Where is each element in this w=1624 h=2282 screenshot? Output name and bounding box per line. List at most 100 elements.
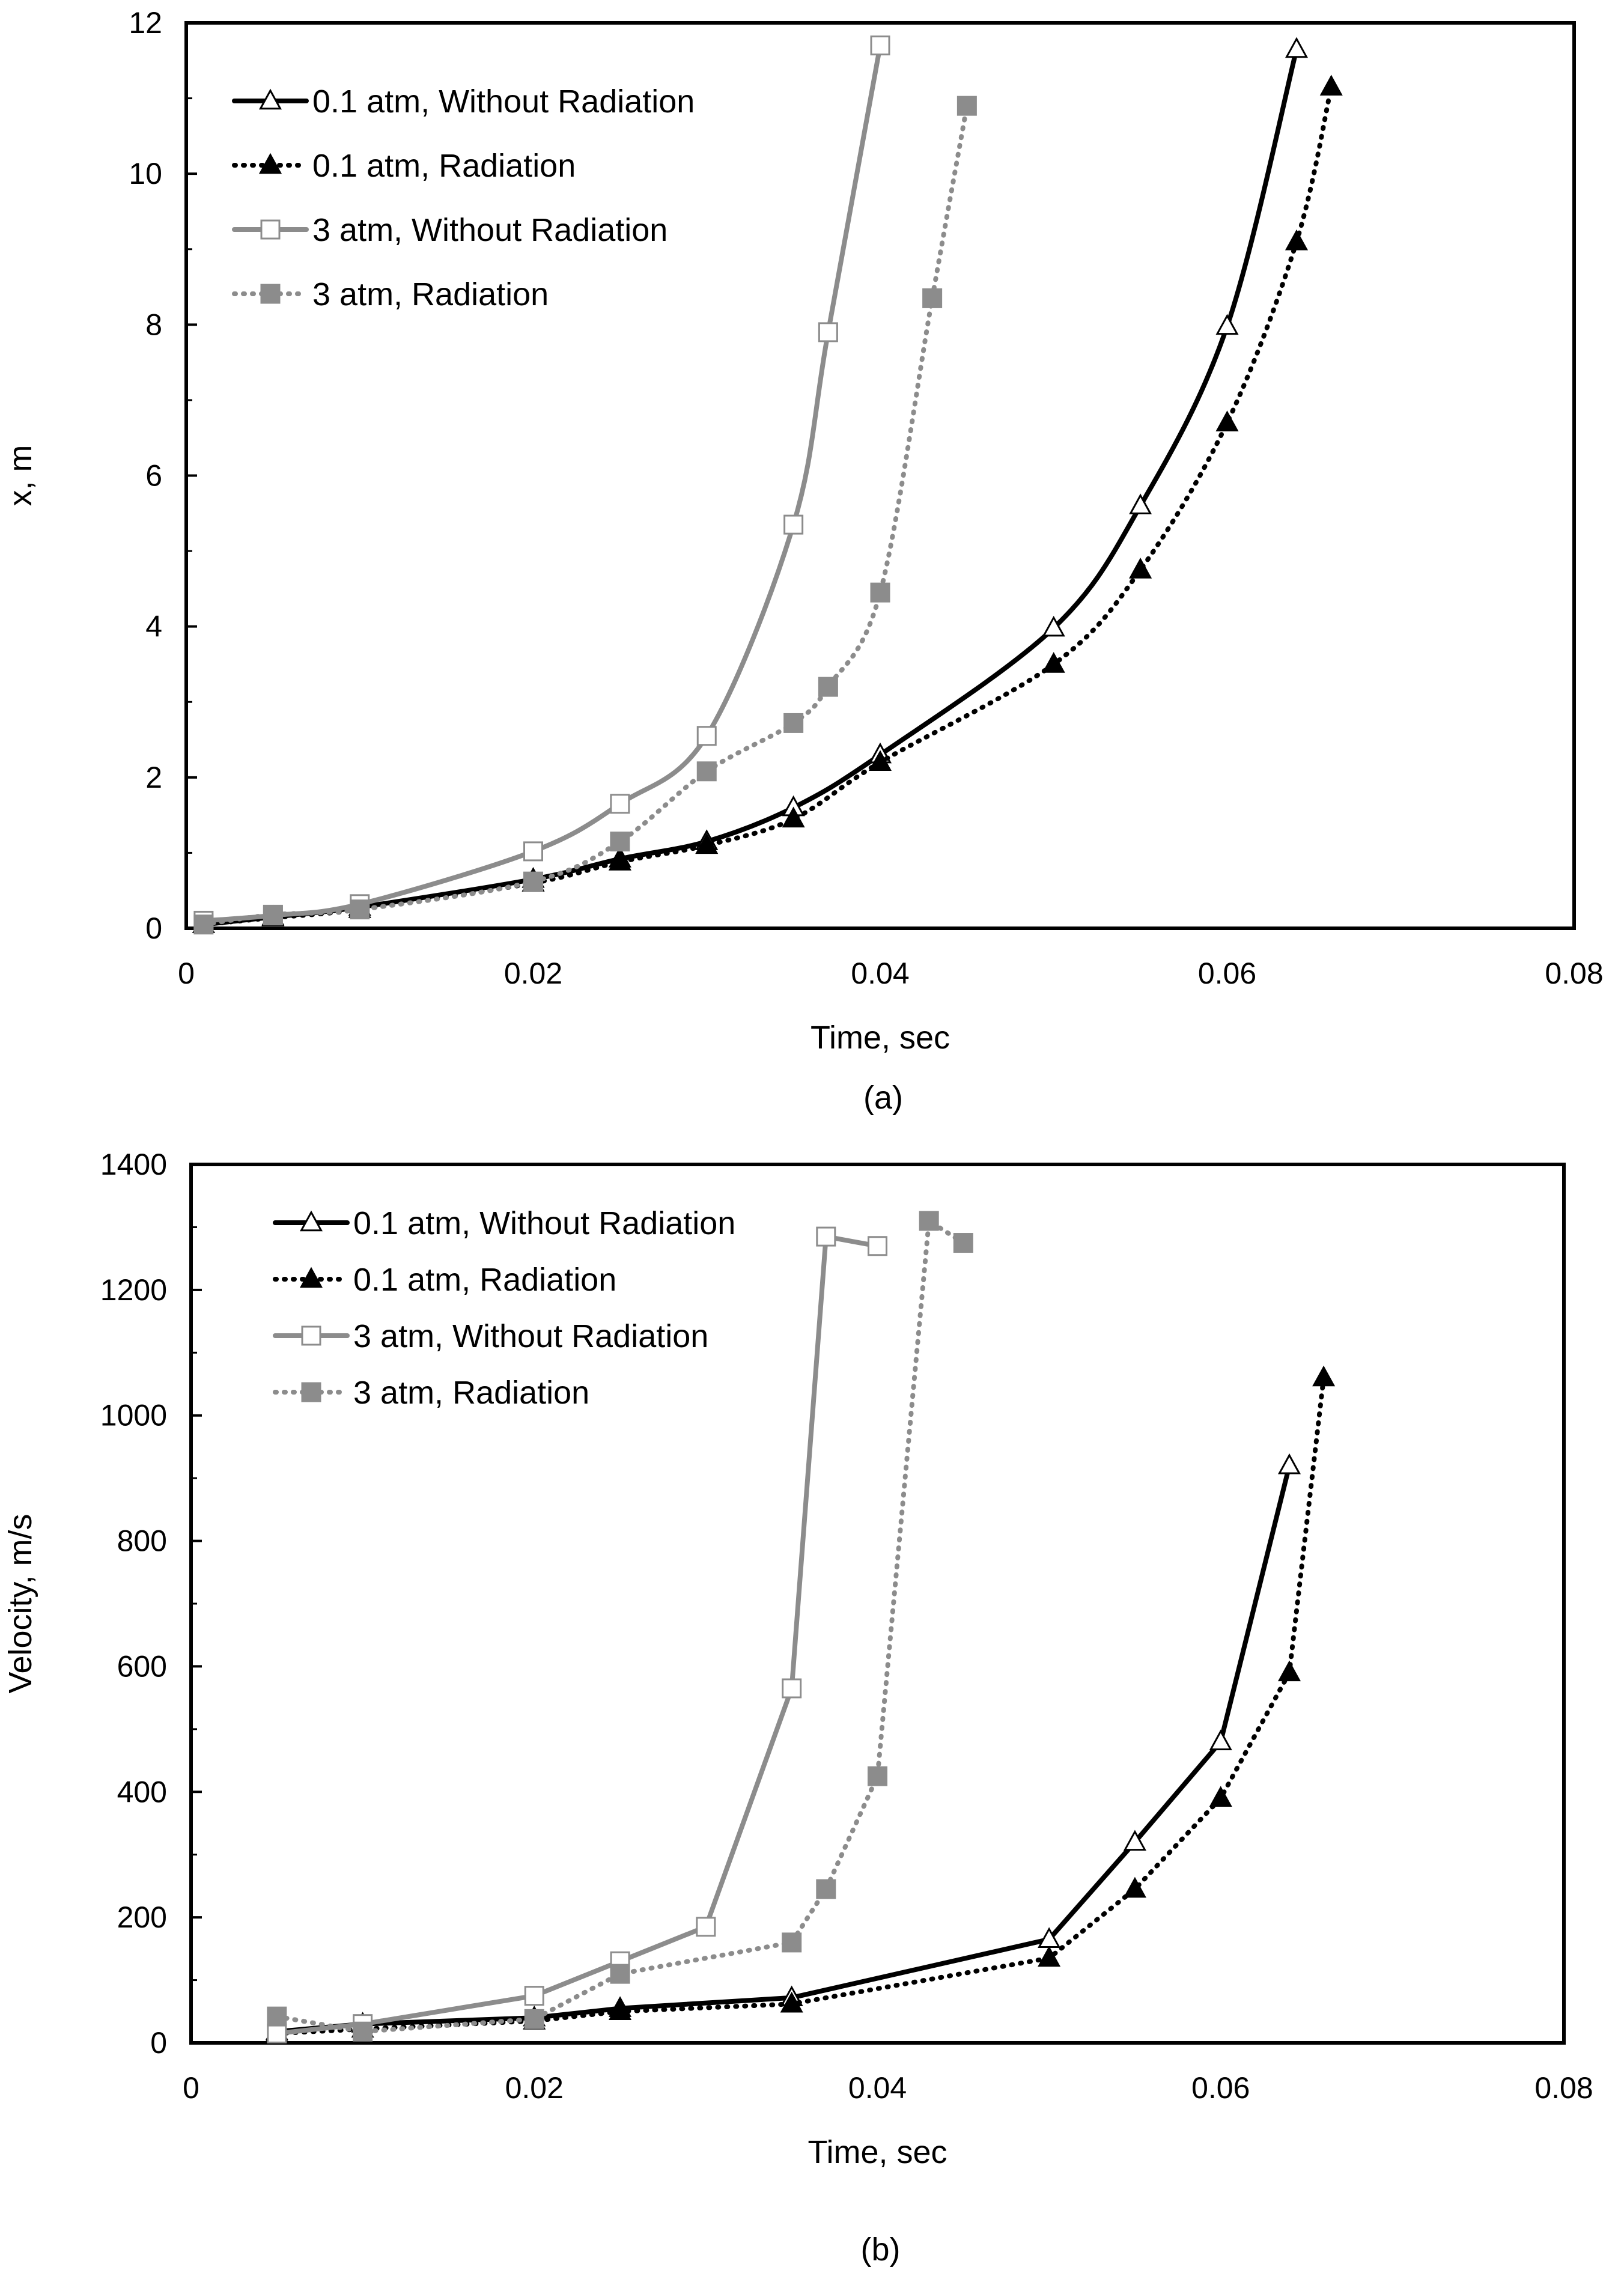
data-point	[953, 1233, 973, 1253]
data-point	[1129, 558, 1152, 579]
data-point	[610, 1964, 630, 1984]
data-point	[870, 582, 890, 603]
legend-marker	[260, 284, 281, 304]
series-line	[201, 84, 1334, 927]
legend-label: 3 atm, Without Radiation	[312, 212, 668, 248]
legend-label: 3 atm, Without Radiation	[353, 1318, 708, 1354]
data-point	[783, 713, 804, 733]
y-tick-label: 1200	[100, 1273, 167, 1307]
legend-marker	[258, 88, 282, 110]
legend-marker	[258, 153, 282, 174]
legend-label: 0.1 atm, Without Radiation	[312, 84, 695, 120]
data-point	[1285, 229, 1309, 251]
data-point	[524, 1986, 544, 2006]
data-point	[1123, 1830, 1146, 1851]
data-point	[696, 726, 717, 746]
data-point	[782, 806, 805, 828]
y-tick-label: 600	[117, 1649, 167, 1683]
x-tick-label: 0.02	[504, 957, 562, 990]
y-tick-label: 400	[117, 1775, 167, 1809]
x-tick-label: 0.06	[1191, 2071, 1250, 2105]
data-point	[1319, 75, 1343, 96]
figure-caption: (a)	[863, 1080, 903, 1116]
y-axis-title: x, m	[2, 445, 38, 507]
y-tick-label: 0	[145, 911, 162, 945]
data-point	[193, 914, 214, 935]
y-tick-label: 4	[145, 610, 162, 644]
x-tick-label: 0	[178, 957, 195, 990]
data-point	[267, 2006, 287, 2027]
data-point	[1215, 410, 1239, 431]
x-axis-title: Time, sec	[810, 1020, 950, 1056]
data-point	[868, 750, 892, 771]
data-point	[524, 2009, 544, 2029]
y-tick-label: 800	[117, 1524, 167, 1558]
data-point	[870, 35, 890, 56]
data-point	[1129, 493, 1152, 514]
data-point	[523, 871, 543, 892]
data-point	[696, 1917, 716, 1937]
chart-b: 0 200 400 600 800 1000 1200 1400 0 0.02 0.04 0.06 0.…	[2, 1148, 1593, 2268]
data-point	[782, 1678, 802, 1699]
y-tick-label: 1000	[100, 1399, 167, 1432]
y-axis-title: Velocity, m/s	[2, 1514, 38, 1693]
data-point	[353, 2021, 373, 2042]
data-point	[1215, 314, 1239, 335]
data-point	[868, 1766, 887, 1786]
legend-label: 0.1 atm, Radiation	[353, 1262, 616, 1298]
figure-caption: (b)	[861, 2232, 901, 2268]
y-tick-label: 1400	[100, 1148, 167, 1181]
legend-marker	[299, 1267, 323, 1288]
data-point	[956, 96, 977, 116]
data-point	[1277, 1453, 1301, 1474]
data-point	[782, 1932, 802, 1953]
y-tick-label: 10	[129, 157, 162, 190]
data-point	[608, 850, 631, 871]
data-point	[818, 322, 838, 342]
legend-label: 0.1 atm, Radiation	[312, 148, 576, 184]
chart-a: 0 2 4 6 8 10 12 0 0.02 0.04 0.06 0.08 Time, sec x, m (…	[2, 6, 1604, 1116]
y-tick-label: 12	[129, 6, 162, 40]
series-line	[201, 46, 1299, 927]
data-point	[922, 288, 943, 308]
y-tick-label: 2	[145, 761, 162, 794]
legend-marker	[301, 1382, 321, 1402]
data-point	[1042, 615, 1065, 637]
data-point	[263, 904, 283, 925]
data-point	[818, 677, 838, 697]
data-point	[1285, 37, 1309, 58]
data-point	[696, 761, 717, 782]
legend-label: 3 atm, Radiation	[353, 1375, 589, 1411]
y-tick-label: 8	[145, 308, 162, 341]
data-point	[610, 794, 630, 814]
data-point	[350, 899, 370, 920]
x-tick-label: 0	[183, 2071, 199, 2105]
y-tick-label: 0	[150, 2026, 167, 2060]
legend-label: 0.1 atm, Without Radiation	[353, 1205, 735, 1241]
data-point	[816, 1879, 836, 1899]
x-tick-label: 0.08	[1545, 957, 1603, 990]
data-point	[523, 841, 543, 862]
data-point	[1277, 1660, 1301, 1682]
data-point	[816, 1226, 836, 1247]
series-line	[274, 1234, 880, 2036]
x-tick-label: 0.06	[1198, 957, 1256, 990]
x-axis-title: Time, sec	[807, 2134, 947, 2170]
data-point	[267, 2023, 287, 2043]
x-tick-label: 0.04	[848, 2071, 907, 2105]
data-point	[609, 1999, 632, 2021]
legend-label: 3 atm, Radiation	[312, 276, 549, 312]
data-point	[695, 833, 719, 854]
data-point	[1209, 1729, 1232, 1750]
data-point	[1312, 1365, 1336, 1387]
data-point	[783, 514, 804, 535]
x-tick-label: 0.04	[851, 957, 909, 990]
data-point	[1209, 1786, 1232, 1807]
data-point	[780, 1991, 803, 2013]
x-tick-label: 0.08	[1534, 2071, 1593, 2105]
legend-marker	[260, 219, 281, 240]
y-tick-label: 6	[145, 459, 162, 493]
x-tick-label: 0.02	[505, 2071, 564, 2105]
data-point	[1042, 652, 1065, 673]
